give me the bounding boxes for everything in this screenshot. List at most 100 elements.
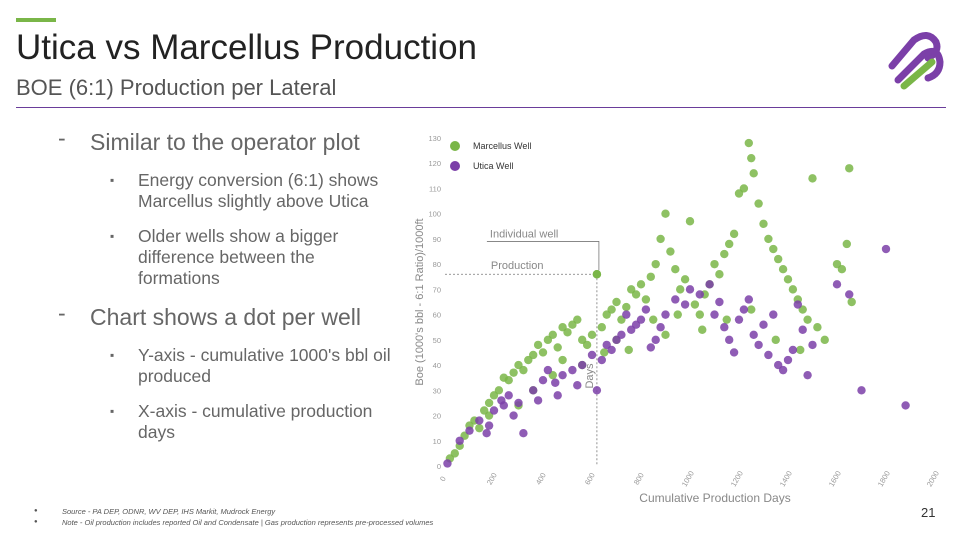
- utica-well-point: [641, 305, 651, 314]
- x-tick-label: 1400: [778, 469, 794, 488]
- marcellus-well-point: [778, 265, 788, 274]
- utica-well-point: [543, 365, 553, 375]
- utica-well-point: [573, 381, 582, 390]
- y-tick-label: 130: [428, 134, 441, 143]
- marcellus-well-point: [519, 365, 528, 375]
- utica-well-point: [671, 295, 680, 304]
- marcellus-well-point: [720, 249, 729, 259]
- marcellus-well-point: [725, 239, 734, 249]
- y-tick-label: 20: [433, 412, 441, 421]
- bullet-marker: ▪: [110, 173, 115, 187]
- marcellus-well-point: [808, 174, 817, 183]
- bullet-text: Older wells show a bigger difference bet…: [138, 226, 339, 288]
- utica-well-point: [465, 426, 474, 435]
- marcellus-well-point: [747, 153, 756, 163]
- utica-well-point: [587, 350, 597, 360]
- marcellus-well-point: [729, 229, 739, 239]
- utica-well-point: [729, 348, 739, 357]
- page-number: 21: [921, 505, 936, 520]
- marcellus-well-point: [641, 295, 651, 304]
- legend-marker-1: [450, 161, 460, 171]
- utica-well-point: [509, 411, 518, 420]
- y-tick-label: 100: [428, 210, 441, 219]
- marcellus-well-point: [749, 169, 758, 178]
- marcellus-well-point: [607, 305, 616, 314]
- bullet-text: Energy conversion (6:1) shows Marcellus …: [138, 170, 379, 211]
- y-tick-label: 40: [433, 361, 441, 370]
- utica-well-point: [551, 378, 560, 387]
- marcellus-well-point: [509, 368, 518, 377]
- y-tick-label: 10: [433, 437, 441, 446]
- individual-well-leader: [486, 241, 600, 271]
- utica-well-point: [695, 290, 704, 299]
- utica-well-point: [607, 345, 616, 355]
- company-logo-icon: [888, 32, 944, 90]
- marcellus-well-point: [494, 386, 504, 395]
- title-accent-bar: [16, 18, 56, 22]
- header-rule: [16, 107, 946, 108]
- utica-well-point: [680, 300, 690, 309]
- y-tick-label: 90: [433, 235, 441, 244]
- x-axis-title: Cumulative Production Days: [639, 491, 790, 505]
- bullet-marker: ▪: [110, 229, 115, 243]
- bullet-text: X-axis - cumulative production days: [138, 401, 373, 442]
- utica-well-point: [514, 398, 523, 408]
- marcellus-well-point: [597, 323, 606, 332]
- utica-well-point: [808, 340, 817, 350]
- marcellus-well-point: [582, 340, 592, 350]
- utica-well-point: [455, 436, 464, 445]
- bullet-level1-3: - Chart shows a dot per well: [50, 300, 400, 331]
- marcellus-well-point: [504, 376, 513, 385]
- utica-well-point: [597, 355, 606, 365]
- utica-well-point: [592, 386, 602, 395]
- marcellus-well-point: [475, 423, 484, 433]
- utica-well-point: [443, 459, 452, 468]
- production-label: Production: [491, 260, 544, 272]
- utica-well-point: [734, 315, 744, 324]
- utica-well-point: [568, 365, 577, 375]
- marcellus-well-point: [739, 184, 749, 193]
- y-tick-label: 60: [433, 311, 441, 320]
- marcellus-well-point: [573, 315, 582, 324]
- bullet-level1-0: - Similar to the operator plot: [50, 125, 400, 156]
- utica-well-point: [832, 280, 842, 289]
- scatter-chart: 0 10 20 30 40 50 60 70 80 90 100 110 120 130 0 200 400 60…: [414, 134, 941, 505]
- marcellus-well-point: [813, 323, 822, 332]
- marcellus-well-point: [747, 305, 756, 314]
- marcellus-well-point: [774, 254, 783, 264]
- marcellus-well-point: [820, 335, 829, 345]
- days-label: Days: [584, 363, 596, 389]
- marcellus-well-point: [661, 330, 670, 339]
- utica-well-point: [685, 285, 695, 294]
- utica-well-point: [519, 429, 528, 438]
- utica-well-point: [553, 391, 562, 400]
- utica-well-point: [793, 300, 802, 309]
- bullet-marker: ▪: [110, 348, 115, 362]
- utica-well-point: [475, 416, 484, 425]
- utica-well-point: [646, 343, 655, 352]
- footnote-note: Note - Oil production includes reported …: [34, 517, 433, 528]
- marcellus-well-point: [533, 340, 543, 350]
- utica-well-point: [778, 365, 788, 375]
- utica-well-point: [715, 297, 724, 307]
- bullet-level2-1: ▪ Energy conversion (6:1) shows Marcellus…: [50, 170, 400, 212]
- marcellus-well-point: [558, 355, 567, 365]
- utica-well-point: [529, 386, 538, 395]
- utica-well-point: [759, 320, 768, 329]
- utica-well-point: [749, 330, 758, 339]
- footnotes: Source - PA DEP, ODNR, WV DEP, IHS Marki…: [34, 506, 433, 528]
- utica-well-point: [489, 406, 499, 415]
- utica-well-point: [845, 290, 854, 299]
- marcellus-well-point: [538, 348, 548, 357]
- marcellus-well-point: [622, 302, 631, 312]
- x-tick-label: 0: [438, 475, 448, 483]
- marcellus-well-point: [695, 310, 704, 319]
- marcellus-well-point: [651, 259, 660, 269]
- utica-well-point: [881, 244, 891, 254]
- x-tick-label: 200: [485, 471, 499, 486]
- utica-well-point: [798, 325, 807, 334]
- slide-title: Utica vs Marcellus Production: [16, 28, 477, 67]
- bullet-text: Similar to the operator plot: [90, 129, 360, 155]
- marcellus-well-point: [680, 275, 690, 284]
- marcellus-well-point: [587, 330, 597, 339]
